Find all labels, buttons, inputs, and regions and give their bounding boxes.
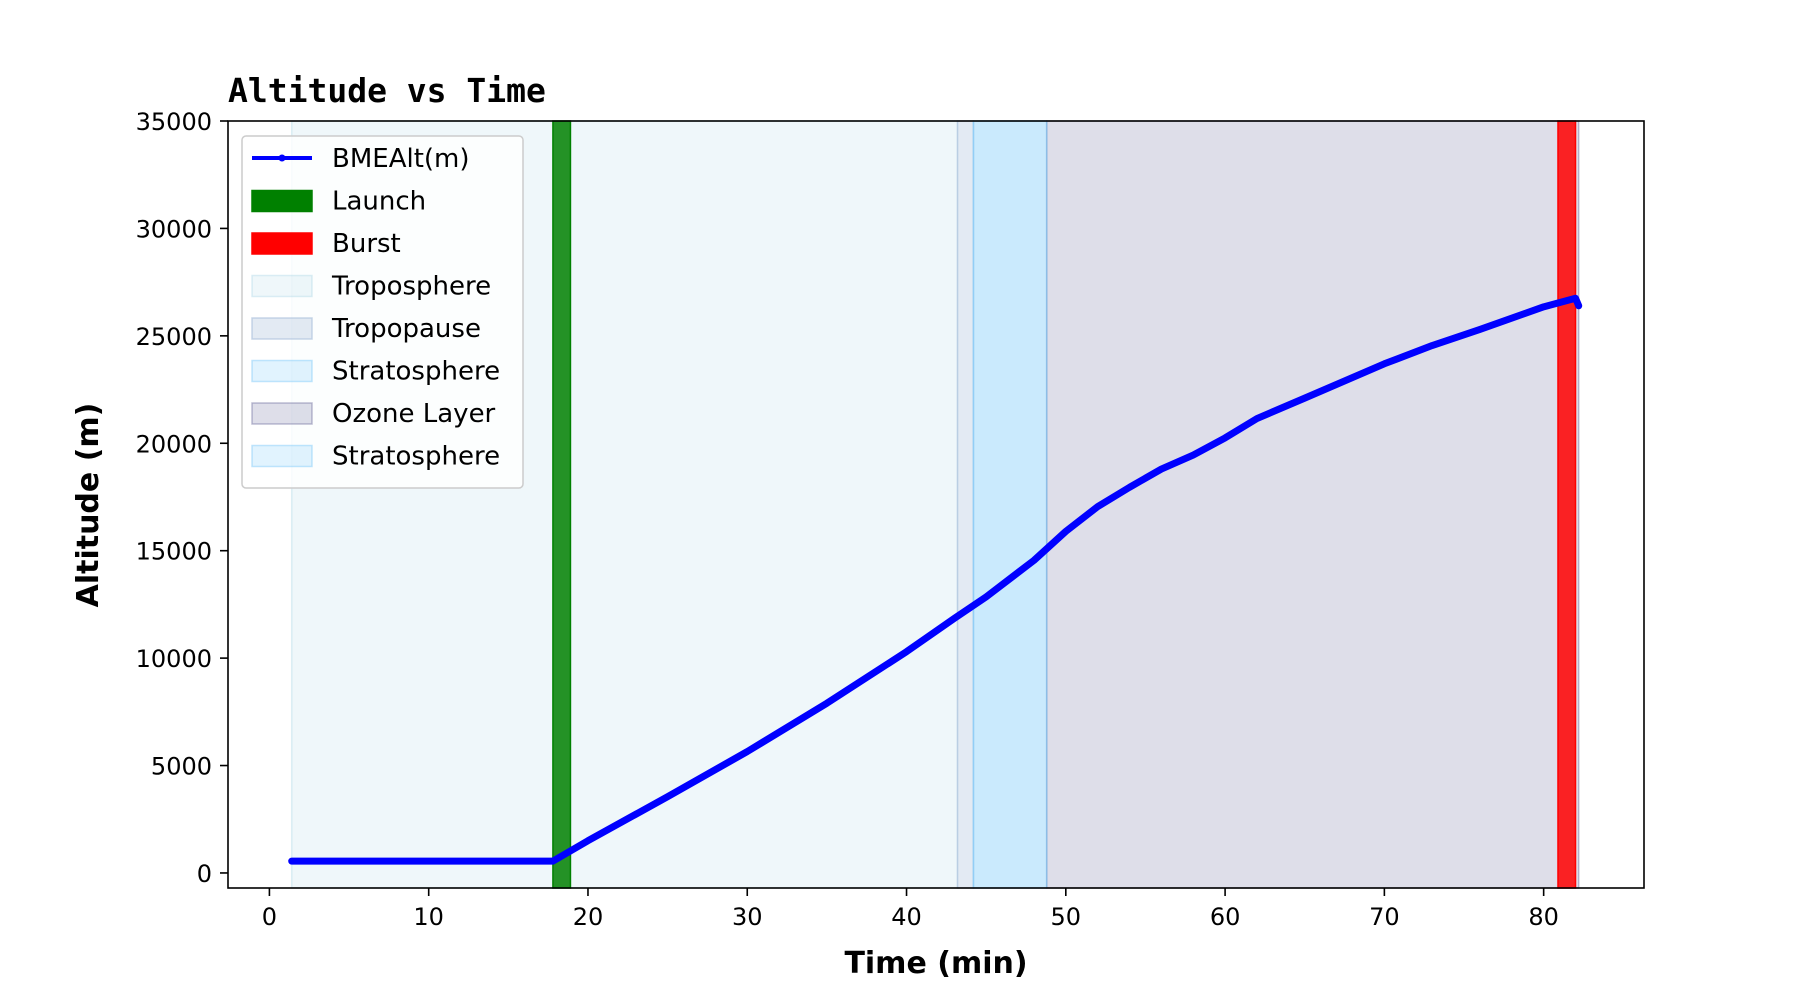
y-tick-label: 10000 [136,645,212,673]
legend: BMEAlt(m) Launch Burst Troposphere Tropopaus… [241,135,524,489]
x-tick-label: 40 [891,903,922,931]
y-tick-label: 5000 [151,753,212,781]
legend-swatch-stratosphere-5 [251,359,313,383]
x-axis-label: Time (min) [844,946,1027,981]
plot-frame [227,120,1645,889]
legend-swatch-launch-1 [251,189,313,213]
legend-label-ozone-layer-6: Ozone Layer [332,399,496,429]
legend-swatch-stratosphere-7 [251,444,313,468]
y-tick-label: 15000 [136,538,212,566]
series-layer [288,294,1583,865]
x-tick-label: 30 [732,903,763,931]
series-line-bmealt-m [288,294,1583,865]
band-ozone-layer-5 [1045,120,1580,889]
legend-label-bmealt-m-0: BMEAlt(m) [332,144,470,174]
x-tick-label: 20 [573,903,604,931]
legend-label-burst-2: Burst [332,229,401,259]
x-tick-label: 60 [1210,903,1241,931]
legend-label-tropopause-4: Tropopause [331,314,481,344]
legend-swatch-troposphere-3 [251,274,313,298]
x-tick-label: 50 [1051,903,1082,931]
x-tick-label: 10 [413,903,444,931]
x-axis: 0 10 20 30 40 50 60 70 80 [262,888,1559,931]
legend-label-launch-1: Launch [332,187,426,217]
y-tick-label: 30000 [136,215,212,243]
legend-label-stratosphere-5: Stratosphere [332,357,500,387]
band-stratosphere-6 [972,120,1048,889]
band-burst-1 [1557,120,1577,889]
band-launch-0 [552,120,572,889]
y-tick-label: 25000 [136,323,212,351]
x-tick-label: 70 [1369,903,1400,931]
x-tick-label: 0 [262,903,277,931]
legend-swatch-burst-2 [251,232,313,255]
y-axis: 0 5000 10000 15000 20000 25000 30000 35000 [136,108,228,888]
chart-title: Altitude vs Time [228,71,546,110]
y-axis-label: Altitude (m) [71,403,106,608]
y-tick-label: 0 [197,860,212,888]
legend-marker-bmealt-m-0 [278,154,286,162]
band-layer [290,120,1580,889]
y-tick-label: 35000 [136,108,212,136]
legend-box [241,135,524,489]
legend-label-stratosphere-7: Stratosphere [332,442,500,472]
y-tick-label: 20000 [136,430,212,458]
legend-label-troposphere-3: Troposphere [331,272,491,302]
legend-swatch-tropopause-4 [251,317,313,340]
x-tick-label: 80 [1528,903,1559,931]
legend-swatch-ozone-layer-6 [251,402,313,425]
band-tropopause-3 [956,120,975,889]
